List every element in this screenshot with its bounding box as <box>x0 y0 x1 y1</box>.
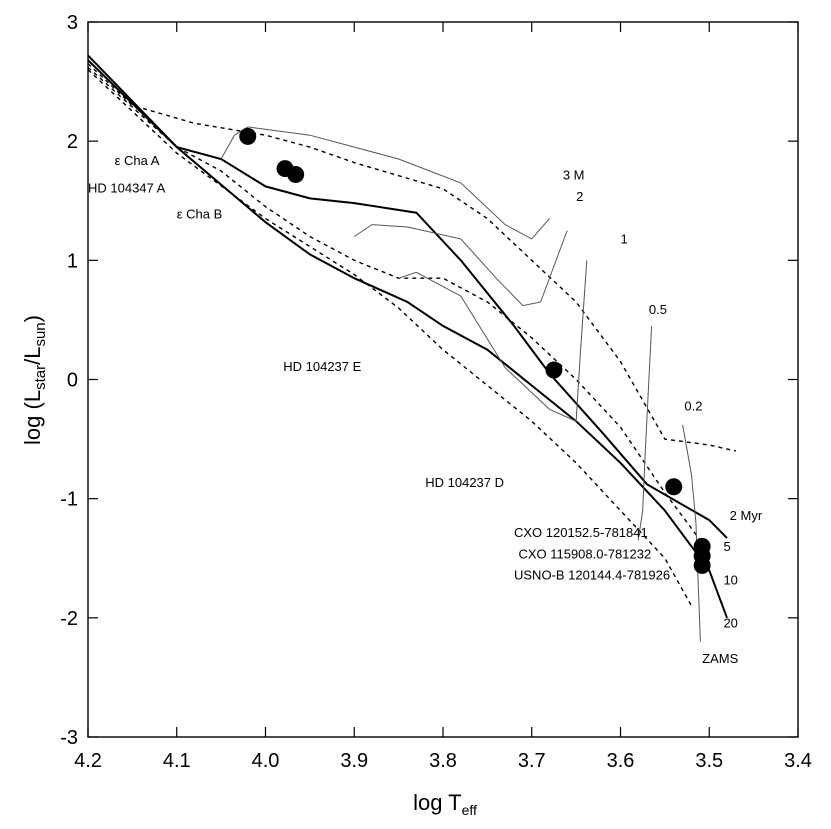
star-point <box>239 127 257 145</box>
y-tick-label: -3 <box>60 727 78 749</box>
x-tick-label: 3.8 <box>429 750 457 772</box>
isochrone-line <box>87 54 728 539</box>
annotation-label: ZAMS <box>702 651 738 666</box>
y-axis-title-sub: star <box>32 365 49 390</box>
annotation-label: CXO 115908.0-781232 <box>518 546 651 561</box>
evolutionary-track-line <box>220 126 550 240</box>
x-tick-label: 3.5 <box>695 750 723 772</box>
annotation-label: 0.2 <box>684 398 702 413</box>
evolutionary-track-line <box>682 424 701 642</box>
y-tick-label: 0 <box>67 370 78 392</box>
annotation-label: HD 104237 D <box>425 475 504 490</box>
stars-layer <box>239 127 711 574</box>
x-tick-label: 4.1 <box>163 750 191 772</box>
y-axis-title-sub: sun <box>32 322 49 346</box>
x-axis-title-main: log T <box>413 790 462 815</box>
star-point <box>693 556 711 574</box>
y-tick-label: 2 <box>67 131 78 153</box>
y-tick-label: 3 <box>67 12 78 34</box>
annotation-label: 10 <box>723 572 737 587</box>
annotations-layer: ε Cha A HD 104347 A ε Cha B HD 104237 E HD 1… <box>88 153 763 666</box>
curves-layer <box>87 54 737 642</box>
star-point <box>545 361 563 379</box>
y-axis-title-part: /L <box>20 347 45 365</box>
star-point <box>665 478 683 496</box>
evolutionary-track-line <box>398 260 588 422</box>
annotation-label: 5 <box>723 539 730 554</box>
annotation-label: 2 Myr <box>730 508 763 523</box>
plot-frame <box>87 21 799 738</box>
annotation-label: CXO 120152.5-781841 <box>514 525 648 540</box>
y-tick-label: -1 <box>60 489 78 511</box>
x-tick-label: 3.9 <box>340 750 368 772</box>
x-tick-label: 3.6 <box>607 750 635 772</box>
y-axis-title-part: log (L <box>20 390 45 445</box>
annotation-label: 20 <box>723 615 737 630</box>
x-tick-label: 4.0 <box>252 750 280 772</box>
y-axis-title-part: ) <box>20 315 45 322</box>
y-tick-label: 1 <box>67 250 78 272</box>
annotation-label: 2 <box>576 189 583 204</box>
annotation-label: ε Cha B <box>177 207 223 222</box>
evolutionary-track-line <box>637 325 653 541</box>
x-axis-title-sub: eff <box>462 802 477 818</box>
isochrone-line <box>87 63 737 452</box>
isochrone-line <box>87 59 728 619</box>
annotation-label: HD 104237 E <box>283 359 361 374</box>
x-tick-label: 3.4 <box>784 750 812 772</box>
star-point <box>287 166 305 184</box>
x-tick-label: 3.7 <box>518 750 546 772</box>
y-axis-title: log (Lstar/Lsun) <box>20 315 49 445</box>
x-axis-title: log Teff <box>413 790 477 818</box>
isochrone-line <box>87 66 710 553</box>
annotation-label: 0.5 <box>649 302 667 317</box>
annotation-label: ε Cha A <box>115 153 160 168</box>
isochrone-line <box>87 69 693 607</box>
annotation-label: 1 <box>621 232 628 247</box>
y-tick-label: -2 <box>60 608 78 630</box>
evolutionary-track-line <box>354 224 568 307</box>
annotation-label: USNO-B 120144.4-781926 <box>514 568 670 583</box>
annotation-label: HD 104347 A <box>88 180 166 195</box>
x-tick-label: 4.2 <box>74 750 102 772</box>
annotation-label: 3 M <box>563 167 585 182</box>
